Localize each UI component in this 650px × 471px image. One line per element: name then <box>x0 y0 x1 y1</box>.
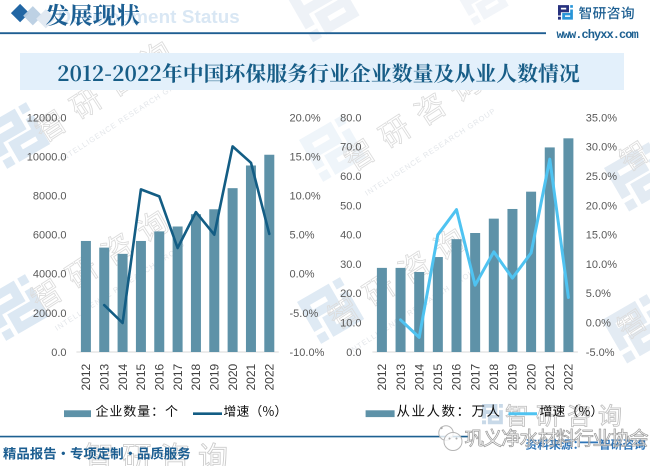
svg-text:2016: 2016 <box>450 363 464 390</box>
svg-text:2018: 2018 <box>487 363 501 390</box>
svg-text:2019: 2019 <box>506 363 520 390</box>
svg-text:2020: 2020 <box>524 363 538 390</box>
svg-text:-5.0%: -5.0% <box>290 308 319 320</box>
svg-text:2017: 2017 <box>468 363 482 390</box>
svg-text:-10.0%: -10.0% <box>290 347 325 359</box>
svg-text:4000.0: 4000.0 <box>33 269 67 281</box>
svg-text:2022: 2022 <box>263 363 277 390</box>
svg-text:2015: 2015 <box>431 363 445 390</box>
svg-text:2015: 2015 <box>134 363 148 390</box>
svg-text:10000.0: 10000.0 <box>27 151 67 163</box>
svg-text:2016: 2016 <box>152 363 166 390</box>
svg-text:2013: 2013 <box>394 363 408 390</box>
svg-text:8000.0: 8000.0 <box>33 191 67 203</box>
svg-text:2012: 2012 <box>79 363 93 390</box>
svg-text:6000.0: 6000.0 <box>33 230 67 242</box>
svg-text:2018: 2018 <box>189 363 203 390</box>
svg-text:2014: 2014 <box>412 363 426 390</box>
svg-text:www.chyxx.com: www.chyxx.com <box>557 28 639 42</box>
svg-text:70.0: 70.0 <box>340 142 361 154</box>
svg-text:10.0%: 10.0% <box>290 191 321 203</box>
svg-text:30.0: 30.0 <box>340 259 361 271</box>
svg-text:2012: 2012 <box>375 363 389 390</box>
svg-text:2020: 2020 <box>226 363 240 390</box>
svg-text:-5.0%: -5.0% <box>586 347 615 359</box>
svg-text:5.0%: 5.0% <box>586 288 611 300</box>
svg-text:0.0: 0.0 <box>346 347 361 359</box>
svg-text:2022: 2022 <box>562 363 576 390</box>
svg-text:25.0%: 25.0% <box>586 171 617 183</box>
svg-text:15.0%: 15.0% <box>290 151 321 163</box>
svg-text:10.0%: 10.0% <box>586 259 617 271</box>
svg-text:40.0: 40.0 <box>340 230 361 242</box>
svg-text:2021: 2021 <box>244 363 258 390</box>
svg-text:2021: 2021 <box>543 363 557 390</box>
svg-text:0.0: 0.0 <box>51 347 66 359</box>
svg-text:12000.0: 12000.0 <box>27 112 67 124</box>
svg-text:15.0%: 15.0% <box>586 230 617 242</box>
svg-text:80.0: 80.0 <box>340 112 361 124</box>
svg-text:2000.0: 2000.0 <box>33 308 67 320</box>
svg-text:5.0%: 5.0% <box>290 230 315 242</box>
svg-text:20.0%: 20.0% <box>586 200 617 212</box>
svg-text:20.0%: 20.0% <box>290 112 321 124</box>
svg-text:2013: 2013 <box>97 363 111 390</box>
svg-text:2014: 2014 <box>116 363 130 390</box>
svg-text:2017: 2017 <box>171 363 185 390</box>
svg-text:60.0: 60.0 <box>340 171 361 183</box>
svg-text:0.0%: 0.0% <box>586 318 611 330</box>
svg-text:0.0%: 0.0% <box>290 269 315 281</box>
svg-text:30.0%: 30.0% <box>586 142 617 154</box>
svg-text:20.0: 20.0 <box>340 288 361 300</box>
svg-text:2019: 2019 <box>207 363 221 390</box>
svg-text:50.0: 50.0 <box>340 200 361 212</box>
svg-text:10.0: 10.0 <box>340 318 361 330</box>
svg-text:35.0%: 35.0% <box>586 112 617 124</box>
